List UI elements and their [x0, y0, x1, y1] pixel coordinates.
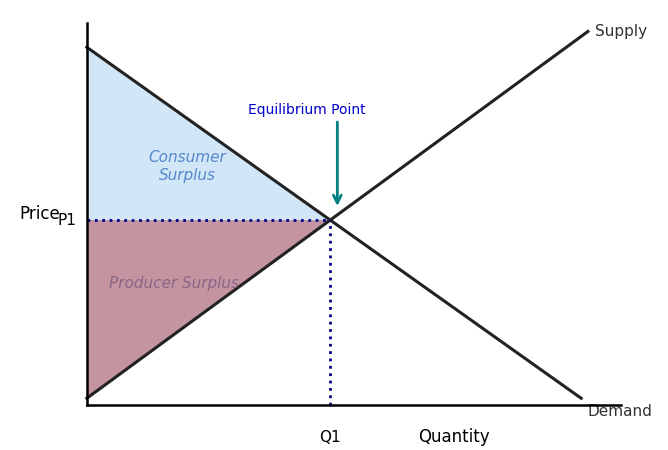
- Polygon shape: [87, 220, 330, 398]
- Polygon shape: [87, 47, 330, 220]
- Text: Equilibrium Point: Equilibrium Point: [248, 103, 366, 117]
- Text: Q1: Q1: [319, 430, 341, 445]
- Text: Producer Surplus: Producer Surplus: [109, 276, 238, 291]
- Text: Quantity: Quantity: [418, 428, 490, 446]
- Text: Demand: Demand: [588, 404, 653, 419]
- Text: Price: Price: [19, 205, 61, 223]
- Text: Supply: Supply: [595, 24, 647, 39]
- Text: P1: P1: [58, 212, 77, 228]
- Text: Consumer
Surplus: Consumer Surplus: [148, 150, 226, 183]
